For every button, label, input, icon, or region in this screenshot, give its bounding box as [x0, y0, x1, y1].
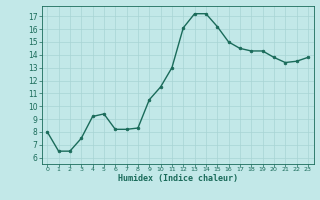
X-axis label: Humidex (Indice chaleur): Humidex (Indice chaleur) — [118, 174, 237, 183]
